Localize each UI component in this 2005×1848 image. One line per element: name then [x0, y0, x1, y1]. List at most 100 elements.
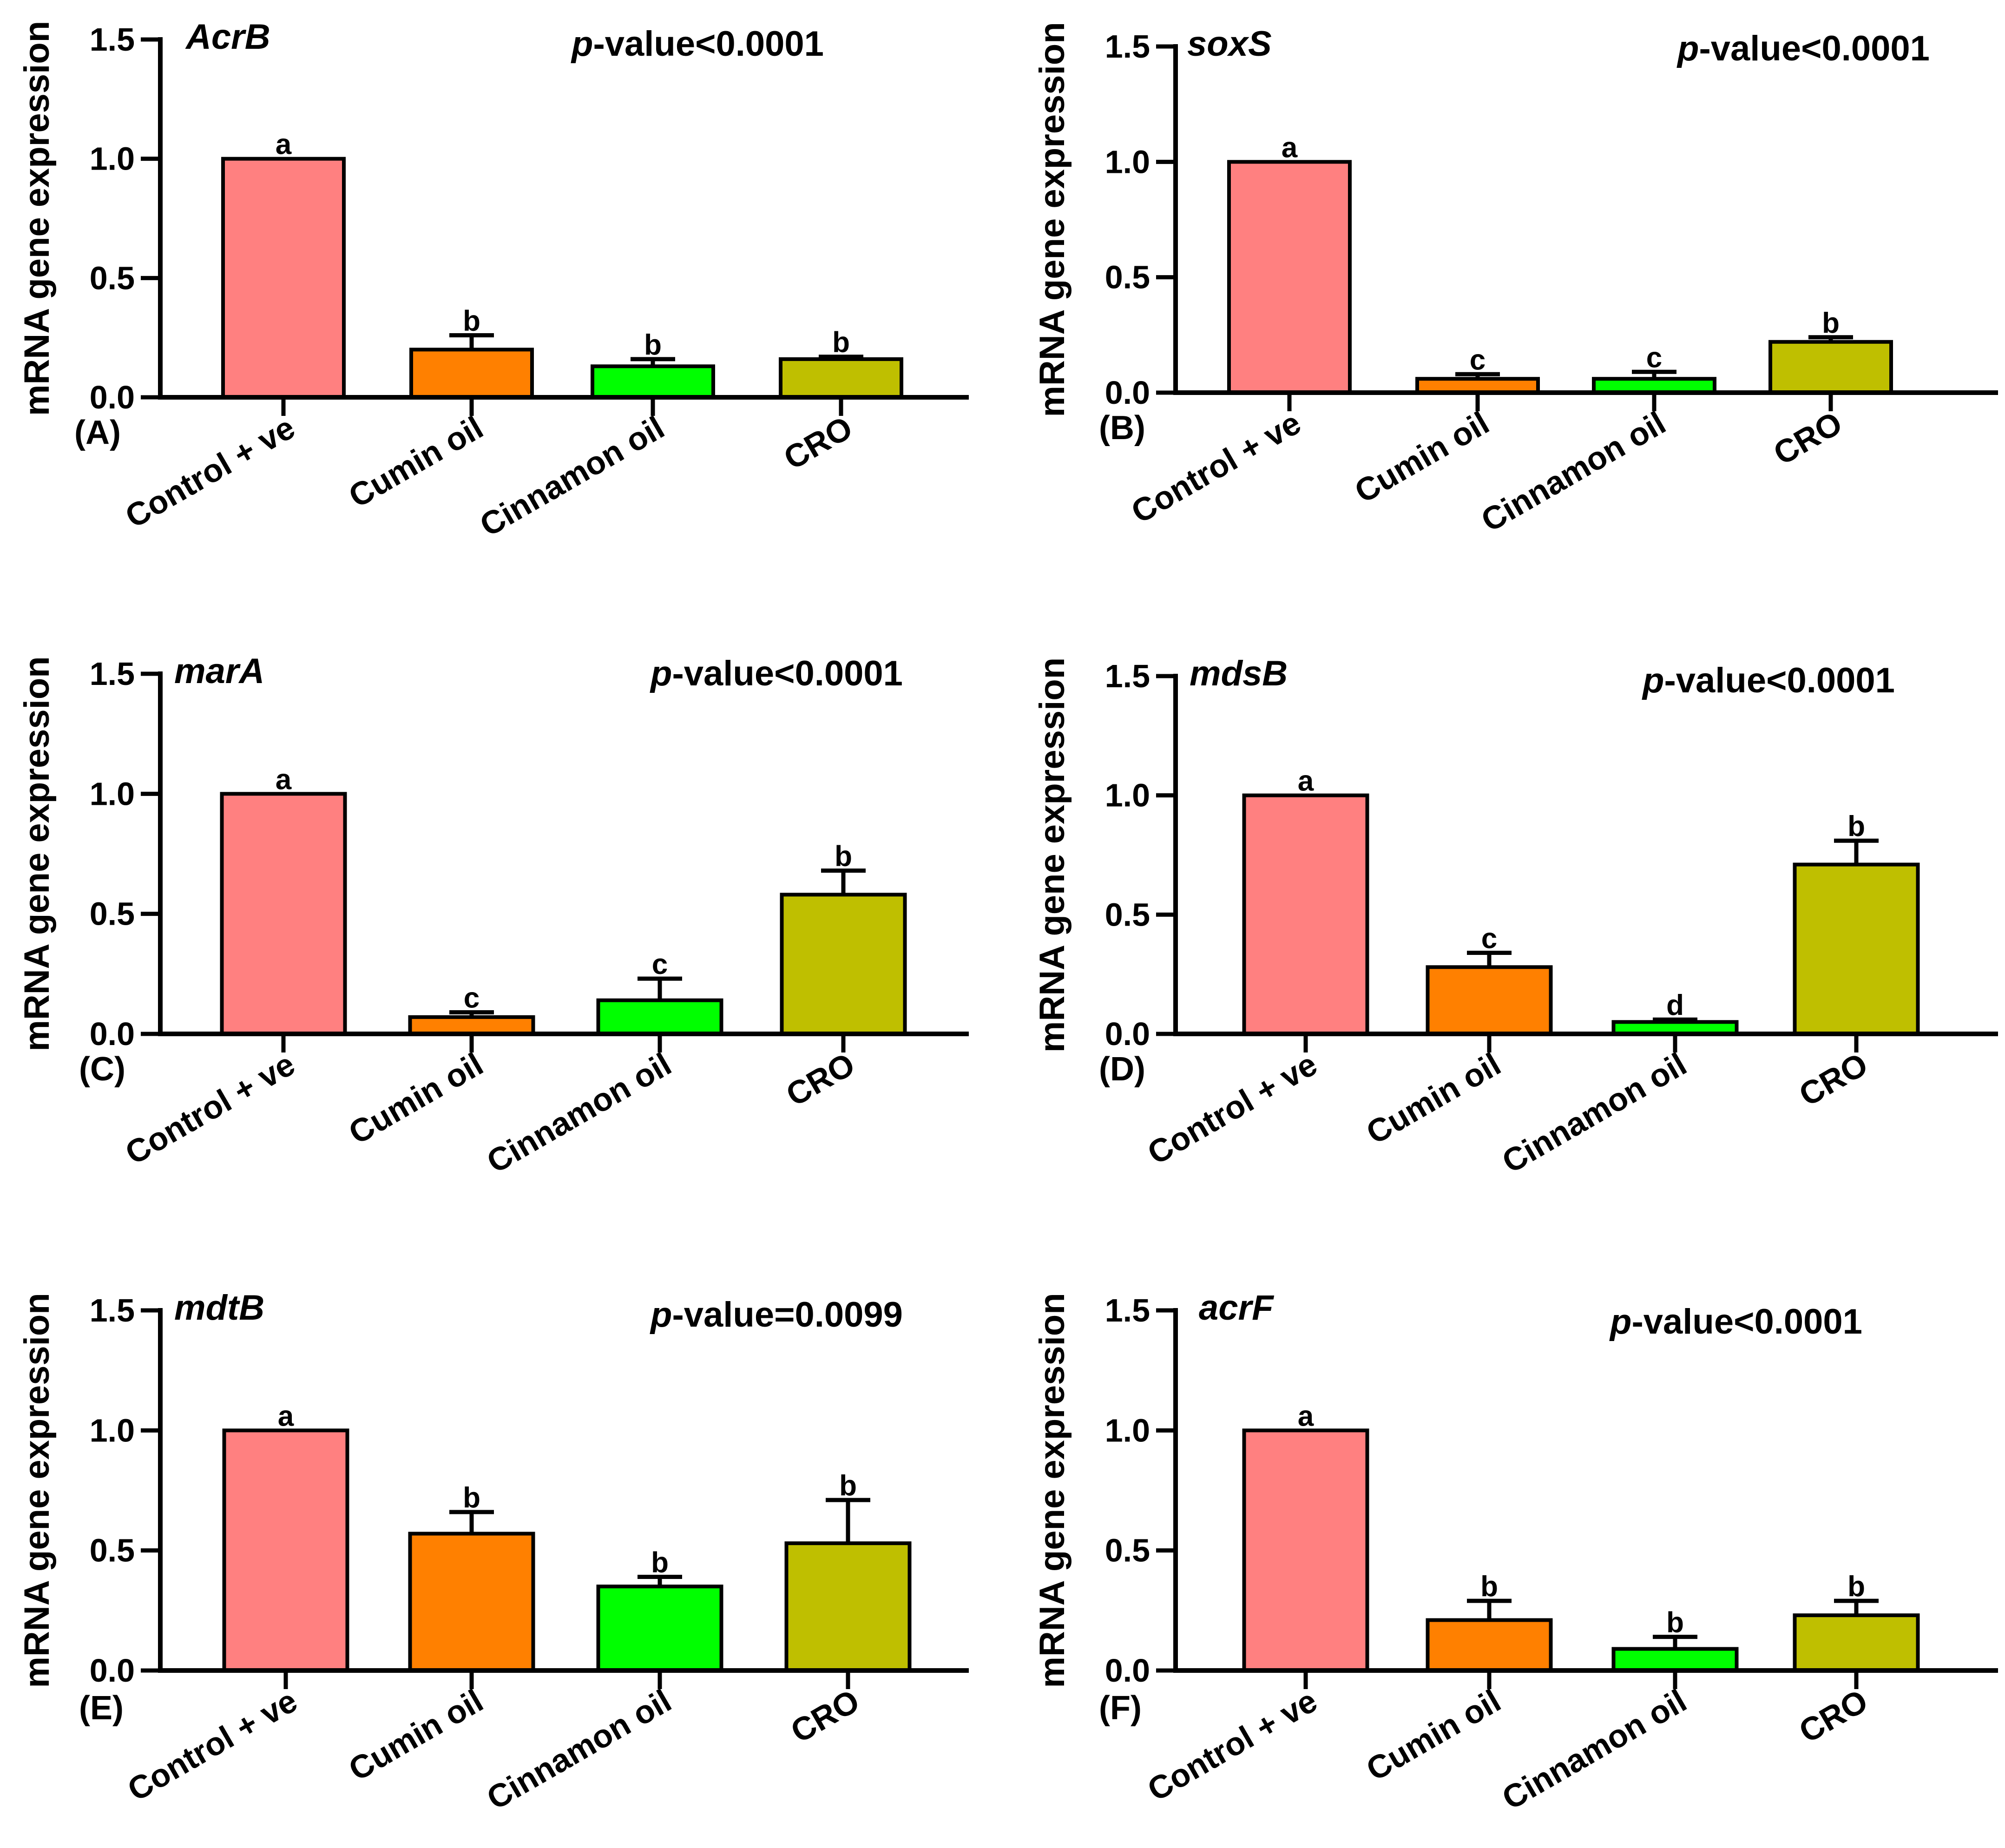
- bar: [596, 998, 723, 1036]
- significance-label: b: [1666, 1607, 1684, 1639]
- significance-label: b: [1847, 1571, 1865, 1603]
- y-axis-title: mRNA gene expression: [1032, 22, 1072, 417]
- p-value-symbol: p: [1642, 661, 1664, 700]
- y-tick-label: 1.5: [1105, 658, 1150, 694]
- bar: [784, 1541, 912, 1673]
- y-tick-label: 0.5: [90, 896, 135, 932]
- significance-label: b: [1847, 810, 1865, 842]
- significance-label: c: [1470, 344, 1486, 376]
- y-tick-label: 1.5: [90, 21, 135, 58]
- y-tick-label: 0.0: [1105, 375, 1150, 411]
- y-tick-label: 0.5: [1105, 259, 1150, 296]
- significance-label: b: [1822, 307, 1840, 339]
- bar: [1768, 340, 1893, 395]
- p-value-symbol: p: [650, 654, 672, 693]
- bar: [222, 1428, 349, 1672]
- bar: [1227, 160, 1352, 395]
- bar: [1793, 1613, 1920, 1673]
- p-value-annotation: p-value=0.0099: [650, 1295, 903, 1335]
- y-tick-label: 0.5: [1105, 896, 1150, 933]
- p-value-symbol: p: [571, 24, 593, 64]
- p-value-annotation: p-value<0.0001: [1642, 661, 1895, 700]
- panel-label: (E): [79, 1690, 124, 1727]
- significance-label: a: [278, 1400, 294, 1432]
- panel-label: (C): [79, 1051, 125, 1088]
- p-value-text: -value<0.0001: [1664, 661, 1895, 700]
- panel-label: (A): [74, 414, 121, 451]
- y-tick-label: 0.0: [90, 1016, 135, 1052]
- y-tick-label: 0.0: [1105, 1016, 1150, 1052]
- p-value-text: -value<0.0001: [672, 654, 903, 693]
- significance-label: b: [1480, 1571, 1498, 1603]
- y-tick-label: 0.0: [90, 379, 135, 415]
- bar: [1611, 1647, 1739, 1672]
- y-tick-label: 1.5: [1105, 28, 1150, 65]
- p-value-annotation: p-value<0.0001: [1676, 29, 1930, 68]
- y-tick-label: 1.0: [90, 141, 135, 177]
- p-value-symbol: p: [650, 1295, 672, 1335]
- significance-label: d: [1666, 989, 1684, 1021]
- significance-label: a: [276, 763, 292, 796]
- bar: [409, 348, 534, 399]
- bar: [1426, 965, 1553, 1036]
- y-axis-title: mRNA gene expression: [1032, 1293, 1072, 1688]
- bar: [408, 1015, 535, 1036]
- chart-title: soxS: [1187, 24, 1272, 64]
- y-axis-title: mRNA gene expression: [17, 1293, 57, 1688]
- y-tick-label: 1.5: [90, 656, 135, 692]
- significance-label: b: [835, 841, 852, 873]
- p-value-text: -value=0.0099: [672, 1295, 903, 1335]
- y-tick-label: 1.5: [90, 1292, 135, 1328]
- bar: [1426, 1618, 1553, 1672]
- bar: [221, 157, 346, 399]
- bar: [596, 1585, 723, 1673]
- significance-label: b: [839, 1470, 857, 1502]
- y-tick-label: 0.0: [90, 1652, 135, 1689]
- p-value-text: -value<0.0001: [593, 24, 824, 64]
- significance-label: b: [463, 1482, 480, 1514]
- bar: [1242, 793, 1369, 1036]
- significance-label: b: [644, 329, 662, 361]
- bar: [780, 893, 907, 1036]
- bar: [1793, 862, 1920, 1036]
- chart-title: marA: [174, 651, 264, 691]
- p-value-annotation: p-value<0.0001: [1609, 1302, 1862, 1342]
- significance-label: c: [652, 948, 668, 980]
- y-axis-title: mRNA gene expression: [17, 656, 57, 1051]
- chart-title: mdtB: [174, 1288, 264, 1328]
- p-value-annotation: p-value<0.0001: [571, 24, 824, 64]
- significance-label: a: [1282, 132, 1298, 164]
- y-tick-label: 1.0: [90, 776, 135, 812]
- y-tick-label: 0.5: [90, 1532, 135, 1569]
- bar: [1242, 1428, 1369, 1672]
- panel-label: (D): [1099, 1051, 1145, 1088]
- significance-label: c: [1646, 342, 1662, 374]
- chart-title: AcrB: [185, 17, 270, 57]
- y-tick-label: 0.5: [90, 260, 135, 296]
- chart-title: acrF: [1199, 1288, 1275, 1328]
- significance-label: a: [1298, 765, 1314, 797]
- p-value-annotation: p-value<0.0001: [650, 654, 903, 693]
- p-value-symbol: p: [1676, 29, 1699, 68]
- bar: [591, 364, 715, 399]
- chart-title: mdsB: [1190, 654, 1288, 693]
- y-axis-title: mRNA gene expression: [17, 21, 57, 416]
- y-tick-label: 0.0: [1105, 1652, 1150, 1689]
- significance-label: b: [832, 327, 850, 359]
- significance-label: a: [1298, 1400, 1314, 1432]
- significance-label: c: [464, 982, 480, 1014]
- bar: [408, 1532, 535, 1672]
- panel-label: (F): [1099, 1690, 1142, 1727]
- significance-label: b: [651, 1547, 669, 1579]
- p-value-symbol: p: [1609, 1302, 1631, 1342]
- panel-label: (B): [1099, 409, 1145, 447]
- y-tick-label: 1.0: [1105, 777, 1150, 814]
- significance-label: c: [1481, 922, 1497, 954]
- y-tick-label: 1.5: [1105, 1292, 1150, 1328]
- bar: [220, 792, 347, 1036]
- p-value-text: -value<0.0001: [1699, 29, 1930, 68]
- significance-label: a: [276, 129, 292, 161]
- y-tick-label: 1.0: [1105, 144, 1150, 180]
- significance-label: b: [463, 305, 480, 337]
